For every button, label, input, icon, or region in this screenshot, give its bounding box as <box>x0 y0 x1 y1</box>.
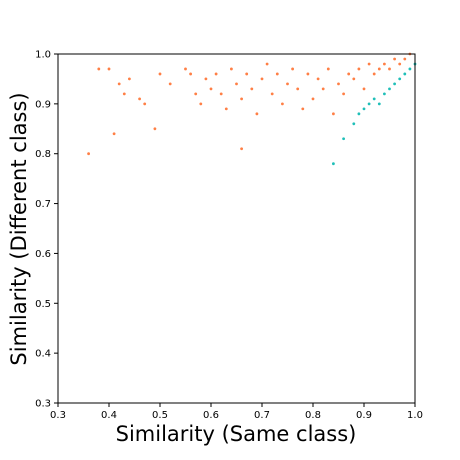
y-axis-ticks: 0.3 0.4 0.5 0.6 0.7 0.8 0.9 1.0 <box>35 50 58 410</box>
x-tick-label: 0.7 <box>254 410 270 421</box>
x-tick-label: 0.5 <box>152 410 168 421</box>
scatter-point <box>184 67 187 71</box>
scatter-points <box>87 52 417 166</box>
scatter-point <box>403 57 407 61</box>
scatter-point <box>194 92 198 96</box>
scatter-point <box>199 102 203 106</box>
scatter-point <box>158 72 162 76</box>
scatter-point <box>255 112 259 116</box>
scatter-point <box>230 67 233 71</box>
scatter-point <box>367 62 371 66</box>
scatter-point <box>189 72 193 76</box>
scatter-point <box>138 97 142 101</box>
scatter-point <box>342 92 345 96</box>
scatter-point <box>337 82 340 86</box>
scatter-point <box>321 87 325 91</box>
x-axis-ticks: 0.3 0.4 0.5 0.6 0.7 0.8 0.9 1.0 <box>50 403 423 421</box>
scatter-point <box>107 67 111 71</box>
y-tick-label: 0.4 <box>35 349 51 360</box>
scatter-point <box>127 77 131 81</box>
x-tick-label: 0.6 <box>203 410 219 421</box>
scatter-point <box>219 92 223 96</box>
scatter-point <box>214 72 218 76</box>
scatter-point <box>388 67 391 71</box>
scatter-point <box>235 82 238 86</box>
scatter-point <box>332 162 335 166</box>
scatter-point <box>265 62 269 66</box>
scatter-point <box>362 87 366 91</box>
scatter-point <box>260 77 264 81</box>
scatter-point <box>296 87 300 91</box>
scatter-point <box>372 72 376 76</box>
scatter-point <box>357 112 361 116</box>
scatter-point <box>357 67 361 71</box>
scatter-point <box>316 77 320 81</box>
x-tick-label: 0.4 <box>101 410 117 421</box>
scatter-point <box>122 92 126 96</box>
scatter-point <box>153 127 157 131</box>
scatter-point <box>117 82 121 86</box>
scatter-point <box>383 62 386 66</box>
scatter-point <box>209 87 213 91</box>
scatter-point <box>270 92 274 96</box>
scatter-point <box>398 62 402 66</box>
scatter-point <box>347 72 351 76</box>
scatter-point <box>352 122 356 126</box>
y-tick-label: 0.9 <box>35 99 51 110</box>
y-tick-label: 0.3 <box>35 399 51 410</box>
y-axis-label: Similarity (Different class) <box>7 92 31 365</box>
scatter-point <box>342 137 345 141</box>
scatter-point <box>168 82 172 86</box>
scatter-point <box>112 132 116 136</box>
scatter-point <box>352 77 356 81</box>
scatter-point <box>367 102 371 106</box>
y-tick-label: 0.8 <box>35 149 51 160</box>
scatter-point <box>383 92 386 96</box>
scatter-point <box>291 67 294 71</box>
scatter-point <box>143 102 147 106</box>
scatter-point <box>286 82 289 86</box>
scatter-point <box>301 107 305 111</box>
x-tick-label: 0.8 <box>305 410 321 421</box>
scatter-point <box>281 102 284 106</box>
scatter-point <box>245 72 249 76</box>
x-tick-label: 1.0 <box>407 410 423 421</box>
x-tick-label: 0.3 <box>50 410 66 421</box>
scatter-point <box>403 72 407 76</box>
scatter-point <box>372 97 376 101</box>
scatter-point <box>275 72 279 76</box>
scatter-point <box>393 57 396 61</box>
scatter-point <box>204 77 208 81</box>
scatter-point <box>311 97 315 101</box>
scatter-point <box>250 87 254 91</box>
scatter-point <box>87 152 90 156</box>
scatter-point <box>97 67 101 71</box>
scatter-point <box>377 102 381 106</box>
scatter-point <box>393 82 396 86</box>
scatter-point <box>332 112 335 116</box>
scatter-point <box>377 67 381 71</box>
scatter-point <box>306 72 310 76</box>
scatter-point <box>240 97 244 101</box>
scatter-point <box>326 67 330 71</box>
scatter-point <box>398 77 402 81</box>
y-tick-label: 0.6 <box>35 249 51 260</box>
x-tick-label: 0.9 <box>356 410 372 421</box>
plot-frame <box>57 53 416 404</box>
y-tick-label: 1.0 <box>35 50 51 61</box>
scatter-point <box>224 107 228 111</box>
scatter-point <box>388 87 391 91</box>
scatter-point <box>240 147 244 151</box>
y-tick-label: 0.5 <box>35 299 51 310</box>
scatter-point <box>362 107 366 111</box>
y-tick-label: 0.7 <box>35 199 51 210</box>
scatter-point <box>408 67 412 71</box>
x-axis-label: Similarity (Same class) <box>116 422 357 446</box>
